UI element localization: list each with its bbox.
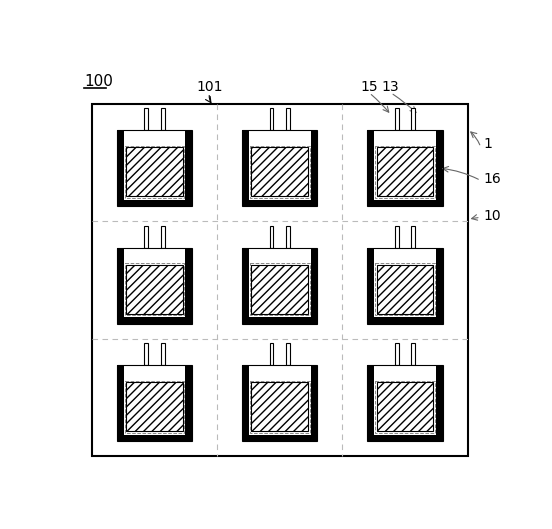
Bar <box>368 130 443 206</box>
Bar <box>395 343 399 365</box>
Bar <box>286 226 290 248</box>
Bar <box>161 343 164 365</box>
Bar <box>117 365 192 442</box>
Bar <box>126 148 183 196</box>
Bar <box>368 365 374 442</box>
Bar <box>249 130 311 199</box>
Bar <box>311 365 317 442</box>
Bar <box>395 226 399 248</box>
Bar <box>368 248 443 324</box>
Bar <box>242 130 249 206</box>
Bar <box>117 248 124 324</box>
Bar <box>395 108 399 130</box>
Bar <box>145 226 148 248</box>
Bar <box>374 130 436 199</box>
Bar <box>374 365 436 435</box>
Bar <box>117 365 124 442</box>
Bar <box>411 226 415 248</box>
Bar <box>145 343 148 365</box>
Bar <box>375 381 435 433</box>
Bar <box>311 130 317 206</box>
Bar <box>242 248 249 324</box>
Bar <box>252 265 308 314</box>
Bar <box>250 146 310 198</box>
Bar <box>252 148 308 196</box>
Bar <box>411 343 415 365</box>
Bar <box>124 130 185 199</box>
Bar <box>374 248 436 317</box>
Bar <box>242 248 317 324</box>
Bar <box>250 381 310 433</box>
Bar <box>286 343 290 365</box>
Bar <box>126 382 183 431</box>
Text: 13: 13 <box>382 79 400 94</box>
Bar <box>117 317 192 324</box>
Bar <box>269 108 273 130</box>
Bar <box>249 248 311 317</box>
Bar <box>117 248 192 324</box>
Bar <box>411 108 415 130</box>
Bar <box>250 263 310 315</box>
Bar <box>242 365 317 442</box>
Bar <box>161 226 164 248</box>
Bar <box>376 265 433 314</box>
Bar <box>368 199 443 206</box>
Bar <box>117 130 124 206</box>
Bar <box>185 248 192 324</box>
Bar <box>117 199 192 206</box>
Bar <box>145 108 148 130</box>
Text: 1: 1 <box>483 138 492 151</box>
Bar <box>436 248 443 324</box>
Bar <box>124 248 185 317</box>
Bar <box>125 381 184 433</box>
Bar <box>125 146 184 198</box>
Bar <box>125 263 184 315</box>
Bar <box>368 130 374 206</box>
Bar <box>269 343 273 365</box>
Bar <box>185 365 192 442</box>
Bar <box>368 248 374 324</box>
Bar <box>368 365 443 442</box>
Bar <box>286 108 290 130</box>
Bar <box>161 108 164 130</box>
Bar <box>242 435 317 442</box>
Text: 101: 101 <box>197 79 223 94</box>
Bar <box>92 104 468 456</box>
Text: 100: 100 <box>84 75 113 89</box>
Bar <box>242 130 317 206</box>
Bar <box>117 435 192 442</box>
Text: 10: 10 <box>483 209 501 223</box>
Bar <box>436 130 443 206</box>
Bar <box>376 382 433 431</box>
Bar <box>375 263 435 315</box>
Bar <box>376 148 433 196</box>
Bar <box>242 365 249 442</box>
Bar <box>185 130 192 206</box>
Bar <box>242 199 317 206</box>
Bar <box>368 435 443 442</box>
Bar <box>252 382 308 431</box>
Bar <box>436 365 443 442</box>
Bar <box>124 365 185 435</box>
Bar <box>368 317 443 324</box>
Bar <box>375 146 435 198</box>
Text: 16: 16 <box>483 172 501 186</box>
Bar <box>311 248 317 324</box>
Bar <box>249 365 311 435</box>
Bar <box>126 265 183 314</box>
Bar <box>242 317 317 324</box>
Bar <box>269 226 273 248</box>
Bar <box>117 130 192 206</box>
Text: 15: 15 <box>360 79 378 94</box>
